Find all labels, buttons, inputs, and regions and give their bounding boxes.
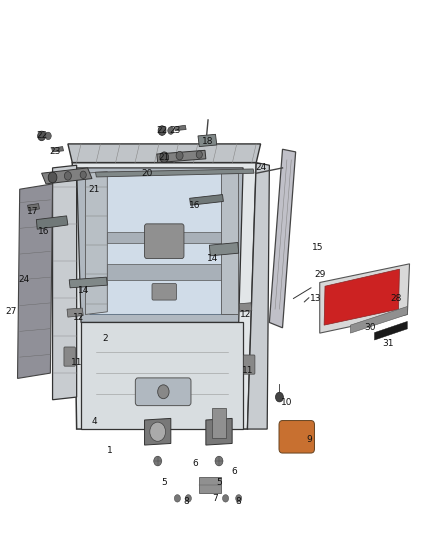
FancyBboxPatch shape — [64, 347, 75, 366]
Polygon shape — [212, 408, 226, 438]
Polygon shape — [81, 322, 243, 429]
Polygon shape — [320, 264, 410, 333]
Text: 12: 12 — [240, 310, 251, 319]
Text: 5: 5 — [216, 478, 222, 487]
Circle shape — [38, 131, 46, 141]
Text: 10: 10 — [281, 398, 293, 407]
Polygon shape — [36, 216, 68, 229]
Circle shape — [80, 171, 86, 179]
Polygon shape — [247, 163, 269, 429]
Polygon shape — [18, 184, 53, 378]
Text: 1: 1 — [106, 446, 113, 455]
Text: 27: 27 — [5, 308, 17, 316]
Text: 15: 15 — [312, 244, 323, 252]
Text: 21: 21 — [88, 185, 100, 193]
FancyBboxPatch shape — [244, 355, 255, 374]
Polygon shape — [206, 418, 232, 445]
Polygon shape — [42, 168, 92, 184]
Polygon shape — [107, 264, 221, 280]
Polygon shape — [28, 204, 39, 211]
Polygon shape — [52, 147, 64, 152]
Polygon shape — [69, 277, 107, 288]
FancyBboxPatch shape — [145, 224, 184, 259]
Circle shape — [160, 152, 169, 163]
Polygon shape — [269, 149, 296, 328]
Circle shape — [196, 151, 202, 158]
Polygon shape — [85, 172, 107, 314]
Circle shape — [185, 495, 191, 502]
Circle shape — [158, 385, 169, 399]
Polygon shape — [374, 321, 407, 340]
Text: 9: 9 — [306, 435, 312, 444]
Text: 16: 16 — [38, 228, 49, 236]
Text: 4: 4 — [92, 417, 97, 425]
Polygon shape — [199, 477, 221, 493]
Circle shape — [223, 495, 229, 502]
Text: 6: 6 — [231, 467, 237, 476]
Text: 5: 5 — [161, 478, 167, 487]
Polygon shape — [145, 418, 171, 445]
Text: 8: 8 — [183, 497, 189, 505]
Text: 29: 29 — [314, 270, 325, 279]
Circle shape — [45, 132, 51, 140]
Circle shape — [236, 495, 242, 502]
Polygon shape — [350, 306, 407, 333]
Text: 6: 6 — [192, 459, 198, 468]
Polygon shape — [174, 125, 186, 131]
Text: 31: 31 — [382, 340, 393, 348]
FancyBboxPatch shape — [135, 378, 191, 406]
Text: 11: 11 — [71, 358, 82, 367]
Polygon shape — [198, 134, 217, 147]
Text: 7: 7 — [212, 494, 218, 503]
Polygon shape — [68, 144, 261, 163]
Text: 16: 16 — [189, 201, 201, 209]
Text: 20: 20 — [141, 169, 152, 177]
Text: 23: 23 — [170, 126, 181, 135]
Circle shape — [150, 422, 166, 441]
Text: 8: 8 — [236, 497, 242, 505]
Text: 12: 12 — [73, 313, 85, 321]
Text: 22: 22 — [36, 132, 47, 140]
Text: 23: 23 — [49, 148, 60, 156]
Text: 24: 24 — [18, 276, 30, 284]
Circle shape — [215, 456, 223, 466]
Circle shape — [168, 127, 174, 134]
Polygon shape — [221, 173, 238, 314]
Circle shape — [276, 392, 283, 402]
Circle shape — [158, 126, 166, 135]
Text: 24: 24 — [255, 164, 266, 172]
Text: 22: 22 — [156, 126, 168, 135]
Polygon shape — [157, 150, 206, 163]
Text: 14: 14 — [78, 286, 89, 295]
Polygon shape — [239, 303, 252, 312]
Text: 11: 11 — [242, 366, 253, 375]
Circle shape — [64, 172, 71, 180]
Text: 2: 2 — [102, 334, 108, 343]
Polygon shape — [77, 168, 243, 322]
Polygon shape — [190, 195, 223, 205]
Text: 13: 13 — [310, 294, 321, 303]
Polygon shape — [85, 173, 238, 314]
Polygon shape — [53, 165, 77, 400]
Text: 28: 28 — [391, 294, 402, 303]
Polygon shape — [324, 269, 399, 325]
Polygon shape — [209, 243, 239, 256]
Polygon shape — [95, 169, 254, 177]
Text: 30: 30 — [364, 324, 376, 332]
Text: 18: 18 — [202, 137, 214, 146]
Polygon shape — [72, 163, 256, 429]
Text: 17: 17 — [27, 207, 39, 216]
Text: 21: 21 — [159, 153, 170, 161]
Polygon shape — [107, 232, 221, 243]
FancyBboxPatch shape — [279, 421, 314, 453]
FancyBboxPatch shape — [152, 284, 177, 300]
Circle shape — [154, 456, 162, 466]
Text: 14: 14 — [207, 254, 218, 263]
Circle shape — [174, 495, 180, 502]
Polygon shape — [67, 308, 83, 317]
Circle shape — [176, 151, 183, 160]
Circle shape — [48, 172, 57, 183]
